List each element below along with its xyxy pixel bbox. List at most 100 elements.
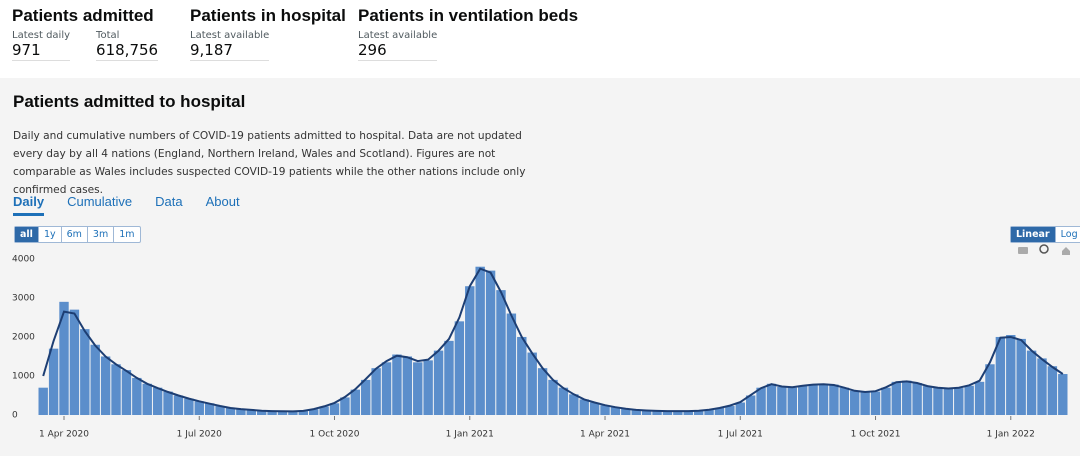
bar — [621, 408, 631, 415]
metric-label: Latest available — [358, 30, 438, 41]
metric: Latest daily 971 — [12, 26, 71, 61]
bar — [1006, 335, 1016, 415]
range-button[interactable]: 1m — [119, 229, 135, 240]
bar — [48, 348, 59, 415]
bar — [756, 387, 766, 415]
bar — [256, 410, 267, 415]
bar — [90, 344, 100, 415]
zoom-icon[interactable] — [1039, 244, 1049, 254]
trend-line — [42, 267, 1064, 413]
bar — [558, 387, 569, 415]
bar — [745, 395, 756, 415]
bar — [184, 398, 194, 415]
range-button[interactable]: 1y — [39, 227, 62, 242]
bar — [267, 411, 277, 415]
bar — [319, 406, 329, 415]
bar — [59, 301, 69, 415]
headline-title: Patients admitted — [12, 6, 154, 25]
bar — [808, 384, 818, 415]
bar — [309, 409, 319, 415]
camera-icon[interactable] — [1018, 247, 1028, 254]
bar — [465, 286, 475, 415]
metric: Latest available 9,187 — [190, 26, 270, 61]
bar — [974, 381, 985, 415]
headline-strip: Patients admitted Latest daily 971 Total 618… — [0, 0, 1080, 78]
bar — [485, 270, 496, 415]
bar — [870, 391, 881, 415]
bar — [912, 383, 922, 415]
bar — [985, 364, 995, 415]
bar — [797, 385, 808, 415]
range-button[interactable]: 3m — [88, 227, 115, 242]
bar — [881, 387, 891, 415]
bar — [891, 381, 902, 415]
bar — [152, 387, 163, 415]
range-button[interactable]: 6m — [62, 227, 88, 242]
bar — [537, 368, 548, 415]
bar — [204, 403, 215, 415]
bar — [329, 403, 340, 415]
headline-title: Patients in ventilation beds — [358, 6, 579, 25]
bar — [829, 384, 839, 415]
bar — [288, 411, 298, 415]
tabs: Daily Cumulative Data About — [13, 194, 263, 216]
bar — [517, 336, 527, 415]
scale-button[interactable]: Log — [1060, 229, 1078, 240]
bar — [350, 389, 361, 415]
bar — [236, 409, 246, 415]
y-tick-label: 0 — [12, 411, 18, 421]
tab[interactable]: Cumulative — [67, 194, 133, 209]
scale-button[interactable]: Linear — [1011, 227, 1056, 242]
range-buttons: all 1y 6m 3m 1m — [14, 226, 141, 243]
bar — [298, 411, 309, 415]
y-tick-label: 3000 — [12, 293, 35, 303]
metric: Latest available 296 — [358, 26, 438, 61]
bar — [714, 407, 725, 415]
headline-title: Patients in hospital — [190, 6, 346, 25]
tab[interactable]: About — [205, 194, 240, 209]
x-tick-label: 1 Jan 2022 — [987, 430, 1035, 440]
bar — [132, 377, 142, 415]
bar — [69, 309, 80, 415]
metric-value: 9,187 — [190, 41, 270, 61]
bar — [610, 407, 621, 415]
bar — [777, 386, 787, 415]
x-tick-label: 1 Jan 2021 — [446, 430, 494, 440]
bar — [839, 387, 850, 415]
bar — [641, 410, 652, 415]
range-button[interactable]: all — [15, 227, 39, 242]
bar — [381, 362, 392, 415]
metric-label: Latest available — [190, 30, 270, 41]
bar — [787, 387, 797, 415]
bar — [600, 405, 610, 415]
headline: Patients in hospital Latest available 9,18… — [190, 6, 346, 61]
bar — [902, 380, 912, 415]
x-tick-label: 1 Jul 2020 — [177, 430, 222, 440]
bar — [496, 290, 506, 415]
x-tick-label: 1 Oct 2020 — [310, 430, 360, 440]
x-tick-label: 1 Apr 2021 — [580, 430, 630, 440]
bar — [371, 368, 381, 415]
tab[interactable]: Daily — [13, 194, 45, 216]
bar — [527, 352, 537, 415]
home-icon[interactable] — [1062, 247, 1070, 255]
bar — [673, 411, 683, 415]
bar — [423, 360, 433, 415]
bar — [631, 409, 641, 415]
bar — [475, 266, 485, 415]
bar — [246, 409, 256, 415]
bar — [80, 329, 90, 415]
bar — [860, 392, 870, 415]
bar — [652, 410, 662, 415]
bar — [725, 406, 735, 415]
bar — [1037, 358, 1047, 415]
x-tick-label: 1 Jul 2021 — [718, 430, 763, 440]
bar — [548, 379, 558, 415]
tab[interactable]: Data — [155, 194, 183, 209]
headline: Patients admitted Latest daily 971 Total 618… — [12, 6, 184, 61]
metric-value: 971 — [12, 41, 71, 61]
bar — [579, 399, 589, 415]
bar — [1016, 338, 1026, 415]
bar — [569, 394, 579, 415]
